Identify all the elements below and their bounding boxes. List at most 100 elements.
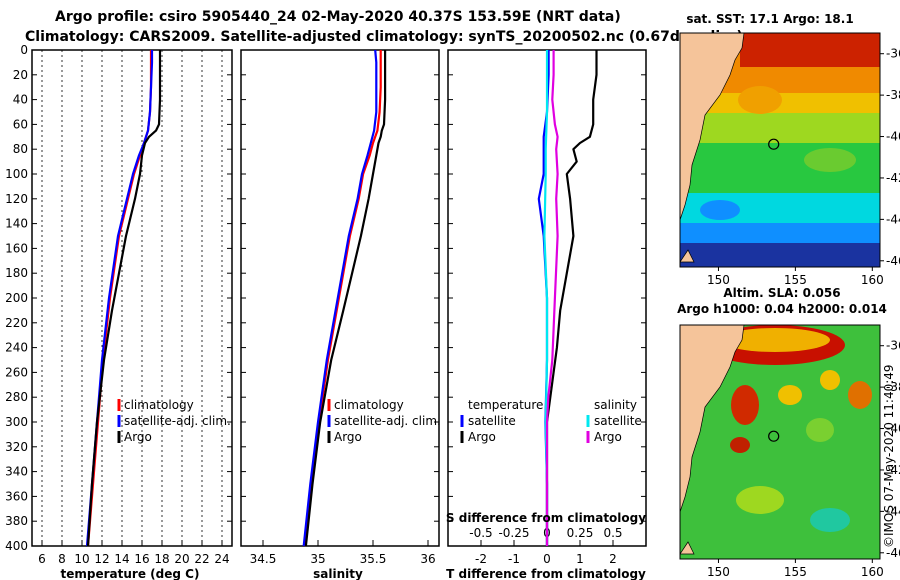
x-tick-label: 24 bbox=[214, 552, 229, 566]
sst-eddy bbox=[738, 86, 782, 114]
difference-legend: temperature satellite Argo salinity sate… bbox=[460, 398, 642, 444]
y-tick-label: 400 bbox=[5, 539, 28, 553]
x-tick-label: 35.5 bbox=[360, 552, 387, 566]
difference-plot: -2 -1 0 1 2-0.5 -0.25 0 0.25 0.5 bbox=[448, 49, 646, 566]
map-x-tick-label: 150 bbox=[707, 565, 730, 579]
x-tick-label: 34.5 bbox=[250, 552, 277, 566]
sla-map-frame bbox=[679, 324, 881, 560]
map-y-tick-label: -42 bbox=[886, 171, 900, 185]
top-x-tick-label: 0.5 bbox=[603, 526, 622, 540]
map-y-tick-label: -36 bbox=[886, 47, 900, 61]
sst-eddy bbox=[700, 200, 740, 220]
map-y-tick-label: -38 bbox=[886, 88, 900, 102]
sla-map-axes: -36 -38 -40 -42 -44 -46 150 155 160 bbox=[707, 339, 900, 579]
legend-argo-label: Argo bbox=[334, 430, 362, 444]
y-tick-label: 200 bbox=[5, 291, 28, 305]
legend-satellite-label: satellite-adj. clim. bbox=[124, 414, 231, 428]
y-tick-label: 360 bbox=[5, 489, 28, 503]
temperature-xlabel: temperature (deg C) bbox=[61, 567, 200, 580]
x-tick-label: 1 bbox=[576, 552, 584, 566]
difference-xlabel: T difference from climatology bbox=[446, 567, 646, 580]
legend-climatology-label: climatology bbox=[124, 398, 194, 412]
temperature-panel bbox=[31, 49, 233, 547]
y-tick-label: 320 bbox=[5, 440, 28, 454]
x-tick-label: 35 bbox=[310, 552, 325, 566]
sla-anomaly bbox=[736, 486, 784, 514]
temperature-plot: 6 8 10 12 14 16 18 20 22 240204060801001201401601… bbox=[5, 43, 232, 566]
sst-hot-water bbox=[740, 33, 880, 67]
series-line-s-argo bbox=[545, 50, 559, 546]
y-tick-label: 20 bbox=[13, 68, 28, 82]
legend-t-satellite-label: satellite bbox=[468, 414, 516, 428]
sst-argo-location-marker bbox=[768, 138, 780, 150]
top-x-tick-label: -0.5 bbox=[469, 526, 492, 540]
top-x-tick-label: -0.25 bbox=[498, 526, 529, 540]
map-y-tick-label: -40 bbox=[886, 422, 900, 436]
x-tick-label: 16 bbox=[134, 552, 149, 566]
y-tick-label: 120 bbox=[5, 192, 28, 206]
sla-high-anomaly-rim bbox=[720, 328, 830, 352]
map-y-tick-label: -44 bbox=[886, 504, 900, 518]
y-tick-label: 100 bbox=[5, 167, 28, 181]
map-y-tick-label: -46 bbox=[886, 254, 900, 268]
legend-s-argo-label: Argo bbox=[594, 430, 622, 444]
sst-eddy bbox=[804, 148, 856, 172]
sst-land-tasmania bbox=[680, 249, 695, 263]
legend-satellite-label: satellite-adj. clim. bbox=[334, 414, 441, 428]
salinity-plot: 34.5 35 35.5 36 bbox=[241, 49, 439, 566]
y-tick-label: 40 bbox=[13, 93, 28, 107]
sla-anomaly bbox=[848, 381, 872, 409]
sla-map-subtitle: Argo h1000: 0.04 h2000: 0.014 bbox=[677, 302, 887, 316]
x-tick-label: 20 bbox=[174, 552, 189, 566]
x-tick-label: -2 bbox=[475, 552, 487, 566]
temperature-legend: climatology satellite-adj. clim. Argo bbox=[117, 398, 231, 444]
series-line-satellite-adj-clim- bbox=[302, 49, 378, 547]
legend-s-satellite-label: satellite bbox=[594, 414, 642, 428]
y-tick-label: 160 bbox=[5, 241, 28, 255]
y-tick-label: 60 bbox=[13, 117, 28, 131]
map-y-tick-label: -44 bbox=[886, 212, 900, 226]
map-x-tick-label: 150 bbox=[707, 273, 730, 287]
y-tick-label: 240 bbox=[5, 341, 28, 355]
sst-map bbox=[680, 33, 880, 267]
map-y-tick-label: -46 bbox=[886, 546, 900, 560]
y-tick-label: 280 bbox=[5, 390, 28, 404]
x-tick-label: 10 bbox=[74, 552, 89, 566]
y-tick-label: 220 bbox=[5, 316, 28, 330]
y-tick-label: 340 bbox=[5, 465, 28, 479]
x-tick-label: -1 bbox=[508, 552, 520, 566]
legend-temperature-heading: temperature bbox=[468, 398, 543, 412]
map-y-tick-label: -42 bbox=[886, 463, 900, 477]
x-tick-label: 12 bbox=[94, 552, 109, 566]
salinity-legend: climatology satellite-adj. clim. Argo bbox=[327, 398, 441, 444]
y-tick-label: 300 bbox=[5, 415, 28, 429]
map-y-tick-label: -38 bbox=[886, 380, 900, 394]
x-tick-label: 18 bbox=[154, 552, 169, 566]
series-line-argo bbox=[304, 50, 387, 547]
x-tick-label: 0 bbox=[543, 552, 551, 566]
x-tick-label: 2 bbox=[609, 552, 617, 566]
sla-map-title: Altim. SLA: 0.056 bbox=[723, 286, 840, 300]
sla-map bbox=[680, 325, 880, 559]
salinity-xlabel: salinity bbox=[313, 567, 363, 580]
legend-t-argo-label: Argo bbox=[468, 430, 496, 444]
map-x-tick-label: 155 bbox=[784, 273, 807, 287]
map-y-tick-label: -36 bbox=[886, 339, 900, 353]
y-tick-label: 180 bbox=[5, 266, 28, 280]
sla-land-tasmania bbox=[680, 541, 695, 555]
y-tick-label: 260 bbox=[5, 365, 28, 379]
map-y-tick-label: -40 bbox=[886, 130, 900, 144]
sst-map-frame bbox=[679, 32, 881, 268]
title-line-1: Argo profile: csiro 5905440_24 02-May-20… bbox=[55, 9, 621, 25]
y-tick-label: 0 bbox=[20, 43, 28, 57]
y-tick-label: 80 bbox=[13, 142, 28, 156]
sla-anomaly bbox=[778, 385, 802, 405]
sla-argo-location-marker bbox=[768, 430, 780, 442]
map-x-tick-label: 155 bbox=[784, 565, 807, 579]
sla-low-anomaly bbox=[810, 508, 850, 532]
x-tick-label: 22 bbox=[194, 552, 209, 566]
x-tick-label: 6 bbox=[38, 552, 46, 566]
difference-top-xlabel: S difference from climatology bbox=[446, 511, 646, 525]
sla-anomaly bbox=[820, 370, 840, 390]
sla-high-anomaly bbox=[731, 385, 759, 425]
